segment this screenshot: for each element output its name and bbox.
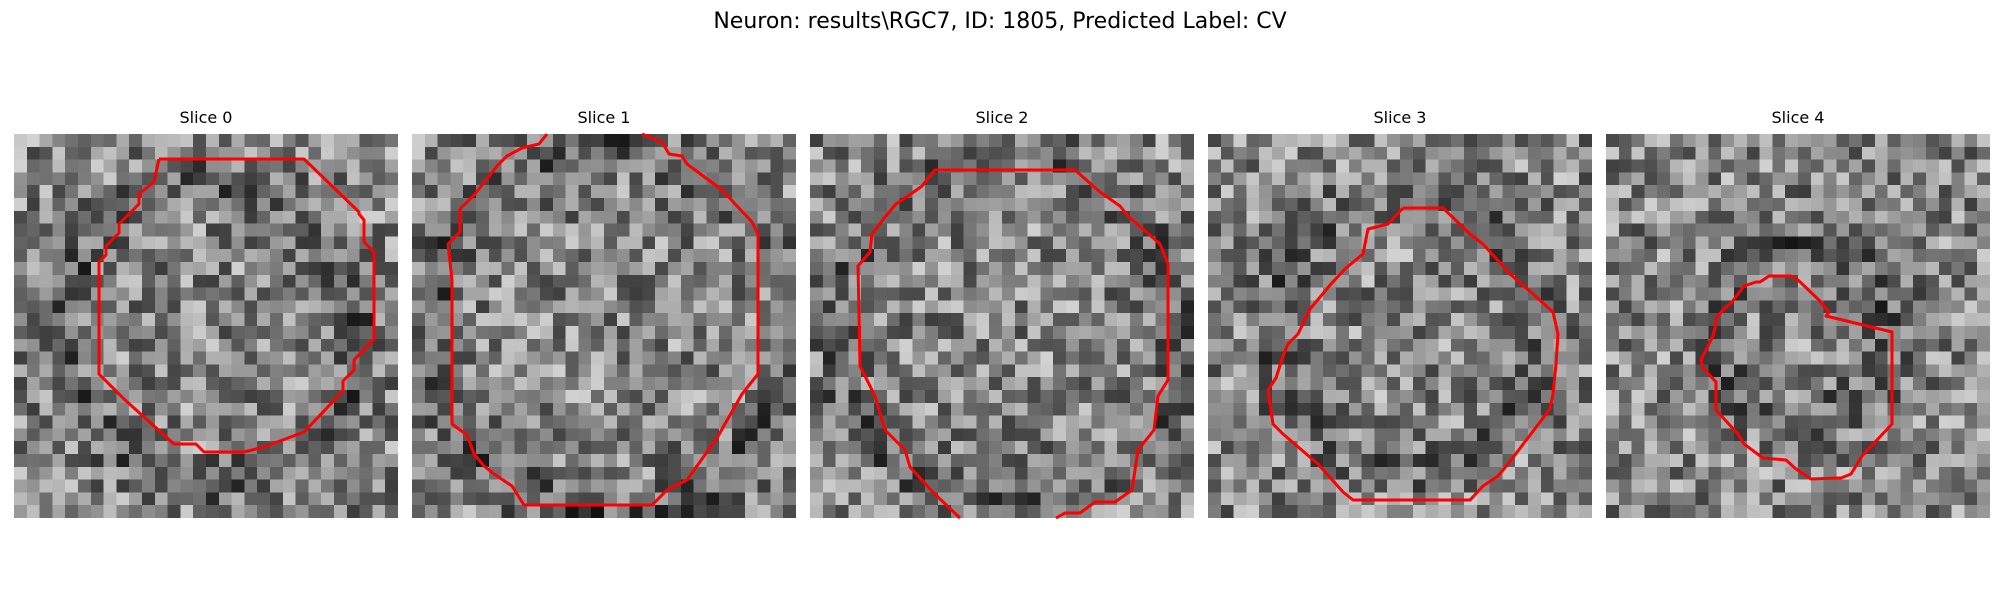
roi-contour-overlay (856, 168, 1170, 520)
roi-contour-overlay (97, 157, 376, 454)
slice-image (810, 134, 1194, 518)
slice-title: Slice 1 (577, 108, 631, 127)
roi-contour-overlay (1699, 274, 1894, 481)
slice-image (14, 134, 398, 518)
roi-contour (1266, 206, 1560, 502)
slice-image (1606, 134, 1990, 518)
roi-contour-overlay (446, 132, 760, 507)
figure-title: Neuron: results\RGC7, ID: 1805, Predicte… (713, 9, 1287, 34)
slice-title: Slice 4 (1771, 108, 1825, 127)
roi-contour (446, 132, 760, 507)
roi-contour (856, 168, 1170, 520)
slice-title: Slice 2 (975, 108, 1029, 127)
roi-contour (97, 157, 376, 454)
slice-title: Slice 0 (179, 108, 233, 127)
roi-contour (1699, 274, 1894, 481)
slice-image (412, 134, 796, 518)
roi-contour-overlay (1266, 206, 1560, 502)
slice-title: Slice 3 (1373, 108, 1427, 127)
slice-image (1208, 134, 1592, 518)
